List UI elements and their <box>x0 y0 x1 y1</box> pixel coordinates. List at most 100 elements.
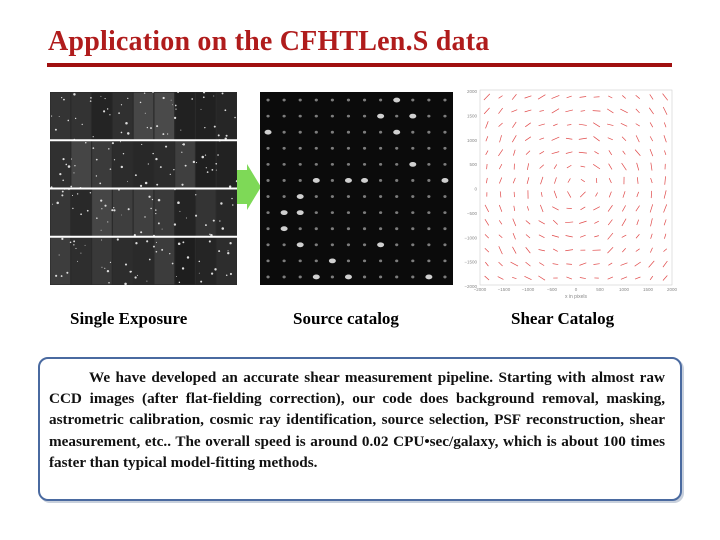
shear-whisker <box>511 109 518 113</box>
star-point <box>74 165 76 167</box>
y-tick-label: 0 <box>474 187 477 192</box>
shear-whisker <box>553 123 558 127</box>
source-stamp <box>443 98 447 102</box>
shear-whisker <box>663 190 667 199</box>
star-point <box>101 208 103 210</box>
source-stamp <box>330 146 334 150</box>
source-stamp <box>314 98 318 102</box>
shear-whisker <box>663 204 668 213</box>
source-stamp <box>298 227 302 231</box>
shear-whisker <box>485 261 489 267</box>
star-point <box>95 175 98 177</box>
source-stamp <box>266 243 270 247</box>
source-stamp <box>377 113 385 119</box>
star-point <box>76 193 79 195</box>
star-point <box>213 95 215 97</box>
star-point <box>125 121 128 125</box>
star-point <box>152 245 155 248</box>
source-stamp <box>282 98 286 102</box>
star-point <box>121 214 122 216</box>
shear-whisker <box>662 260 668 268</box>
shear-whisker <box>525 234 531 239</box>
star-point <box>161 248 164 251</box>
star-point <box>212 219 215 222</box>
y-tick-label: −2000 <box>464 284 477 289</box>
source-stamp <box>330 195 334 198</box>
shear-whisker <box>635 123 640 127</box>
star-point <box>217 134 220 137</box>
source-stamp <box>298 179 302 182</box>
source-stamp <box>377 242 385 248</box>
star-point <box>109 261 112 264</box>
shear-whisker <box>607 219 613 226</box>
shear-whisker <box>565 235 573 238</box>
star-point <box>61 194 64 197</box>
ccd-chip <box>216 189 237 237</box>
star-point <box>144 181 148 185</box>
source-stamp <box>282 130 286 134</box>
star-point <box>119 141 121 143</box>
star-point <box>60 275 63 277</box>
shear-whisker <box>512 277 517 280</box>
source-stamp <box>379 146 383 150</box>
x-tick-label: −1500 <box>498 287 511 292</box>
source-stamp <box>443 227 447 231</box>
shear-whisker <box>650 177 653 184</box>
shear-whisker <box>498 220 503 225</box>
source-stamp <box>330 114 334 118</box>
star-point <box>232 204 234 206</box>
star-point <box>148 258 151 261</box>
shear-whisker <box>650 218 653 227</box>
source-stamp <box>427 114 431 118</box>
shear-whisker <box>525 150 531 155</box>
source-stamp <box>379 98 383 102</box>
shear-whisker <box>622 95 626 99</box>
shear-whisker <box>512 121 517 128</box>
star-point <box>139 101 142 104</box>
star-point <box>202 96 205 99</box>
source-stamp <box>314 243 318 247</box>
star-point <box>62 179 64 182</box>
star-point <box>113 209 116 212</box>
y-tick-label: 500 <box>469 162 477 167</box>
shear-whisker <box>524 109 532 113</box>
star-point <box>81 123 83 126</box>
shear-whisker <box>621 218 627 227</box>
source-stamp <box>362 162 367 166</box>
source-stamp <box>280 226 288 232</box>
star-point <box>191 98 194 100</box>
shear-whisker <box>635 94 640 99</box>
star-point <box>108 148 110 150</box>
star-point <box>100 95 102 97</box>
source-stamp <box>330 179 334 182</box>
star-point <box>120 131 123 134</box>
ccd-chip <box>112 189 133 237</box>
source-stamp <box>411 98 415 102</box>
source-stamp <box>266 259 270 263</box>
shear-whisker <box>649 122 654 128</box>
star-point <box>124 263 128 266</box>
ccd-chip <box>71 189 91 237</box>
shear-whisker <box>525 261 531 267</box>
source-stamp <box>266 98 270 102</box>
x-tick-labels: −2000 −1500 −1000 −500 0 500 1000 1500 2000 <box>474 287 678 292</box>
star-point <box>148 195 151 198</box>
shear-whisker <box>512 177 516 184</box>
source-stamp <box>314 114 318 118</box>
star-point <box>139 184 143 188</box>
source-stamp <box>266 195 270 198</box>
star-point <box>118 112 120 114</box>
shear-whisker <box>636 191 639 198</box>
star-point <box>71 194 74 196</box>
star-point <box>127 180 128 182</box>
source-stamp <box>344 178 352 183</box>
shear-whisker <box>622 191 626 198</box>
chip-gap <box>50 235 237 238</box>
shear-whisker <box>498 163 503 170</box>
star-point <box>129 270 132 273</box>
shear-whisker <box>484 275 490 281</box>
source-stamp <box>427 211 431 215</box>
star-point <box>120 165 124 169</box>
star-point <box>159 166 162 169</box>
source-stamp <box>298 259 302 263</box>
